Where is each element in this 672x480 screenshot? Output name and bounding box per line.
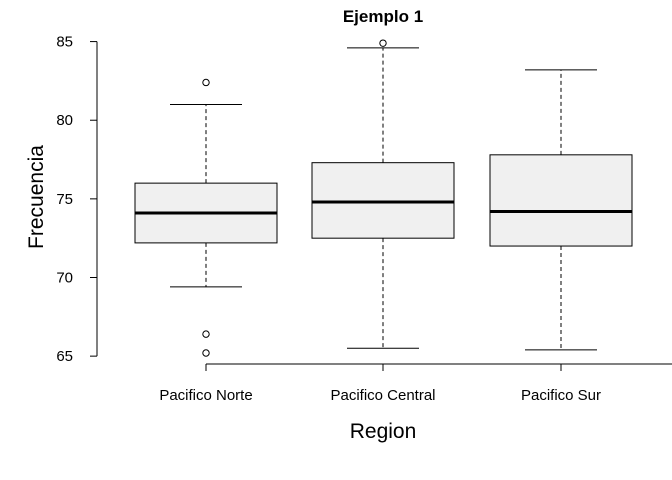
box-group: [311, 39, 455, 349]
box-group: [134, 78, 278, 357]
x-tick-label: Pacifico Central: [330, 387, 435, 404]
outlier-point: [379, 39, 387, 47]
y-tick-label: 80: [56, 112, 73, 129]
x-tick-label: Pacifico Sur: [521, 387, 601, 404]
y-tick-label: 65: [56, 348, 73, 365]
y-axis-ticks: 65 70 75 80 85: [56, 34, 97, 365]
outlier-point: [202, 330, 210, 338]
plot-area: 65 70 75 80 85 Pacifico Norte Pacifico Centra…: [56, 34, 672, 404]
outlier-point: [202, 78, 210, 87]
box-rect: [489, 154, 633, 247]
y-axis-title: Frecuencia: [25, 145, 48, 249]
box-group: [489, 69, 633, 351]
x-axis-ticks: Pacifico Norte Pacifico Central Pacifico S…: [159, 364, 601, 404]
y-tick-label: 75: [56, 191, 73, 208]
x-tick-label: Pacifico Norte: [159, 387, 252, 404]
chart-title: Ejemplo 1: [343, 7, 423, 26]
outlier-point: [202, 349, 210, 357]
box-series: [134, 39, 633, 357]
y-tick-label: 85: [56, 34, 73, 51]
y-tick-label: 70: [56, 269, 73, 286]
x-axis-title: Region: [350, 420, 417, 443]
box-rect: [311, 162, 455, 239]
